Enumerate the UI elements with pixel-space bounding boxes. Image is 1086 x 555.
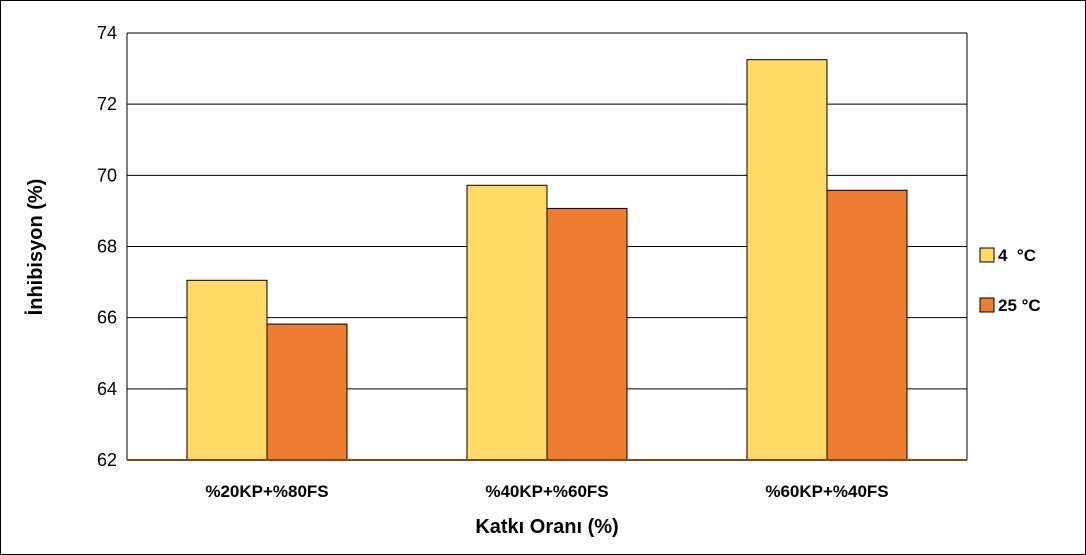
legend-swatch: [979, 247, 995, 263]
x-axis-title: Katkı Oranı (%): [475, 516, 618, 538]
axes: [126, 33, 968, 461]
bar: [266, 323, 348, 461]
bar: [746, 59, 828, 461]
y-axis-title: İnhibisyon (%): [24, 179, 47, 316]
bar: [186, 279, 268, 461]
y-tick-label: 64: [97, 379, 117, 399]
legend-label: 4 °C: [998, 246, 1036, 265]
bar: [466, 184, 548, 461]
x-category-label: %40KP+%60FS: [485, 482, 608, 501]
y-tick-label: 68: [97, 237, 117, 257]
y-tick-label: 72: [97, 94, 117, 114]
legend-label: 25 °C: [998, 296, 1041, 315]
y-tick-label: 66: [97, 308, 117, 328]
bar: [826, 189, 908, 461]
y-tick-label: 70: [97, 165, 117, 185]
bars: [186, 59, 908, 461]
legend: 4 °C 25 °C: [979, 246, 1041, 315]
bar: [546, 207, 628, 461]
y-tick-label: 74: [97, 23, 117, 43]
x-category-label: %60KP+%40FS: [765, 482, 888, 501]
y-tick-labels: 62 64 66 68 70 72 74: [97, 23, 117, 470]
x-category-label: %20KP+%80FS: [205, 482, 328, 501]
x-category-labels: %20KP+%80FS %40KP+%60FS %60KP+%40FS: [205, 482, 888, 501]
legend-swatch: [979, 297, 995, 313]
y-tick-label: 62: [97, 450, 117, 470]
